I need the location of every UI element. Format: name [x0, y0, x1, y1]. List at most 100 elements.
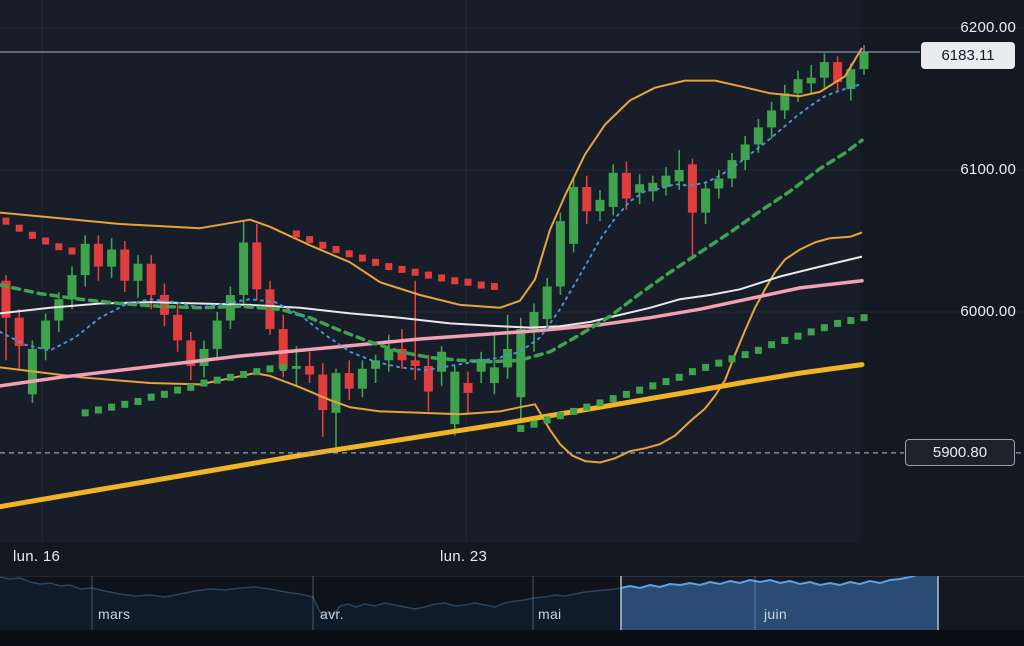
- candle-up[interactable]: [54, 299, 64, 321]
- candle-down[interactable]: [397, 348, 407, 361]
- candle-up[interactable]: [291, 365, 301, 369]
- candle-up[interactable]: [648, 182, 658, 192]
- candle-down[interactable]: [344, 373, 354, 389]
- sar-dot-bullish: [609, 395, 617, 403]
- sar-dot-bullish: [570, 407, 578, 415]
- sar-dot-bullish: [702, 363, 710, 371]
- candle-up[interactable]: [569, 187, 579, 244]
- candle-up[interactable]: [331, 373, 341, 413]
- candle-up[interactable]: [859, 52, 869, 70]
- candle-down[interactable]: [146, 263, 156, 295]
- candle-down[interactable]: [687, 164, 697, 213]
- sar-dot-bullish: [147, 393, 155, 401]
- candle-up[interactable]: [780, 93, 790, 111]
- candle-down[interactable]: [305, 365, 315, 375]
- candle-down[interactable]: [14, 317, 24, 347]
- candle-up[interactable]: [107, 249, 117, 267]
- candle-up[interactable]: [67, 275, 77, 300]
- alert-price-label: 5900.80: [905, 439, 1015, 466]
- sar-dot-bullish: [213, 376, 221, 384]
- sar-dot-bullish: [108, 403, 116, 411]
- candle-up[interactable]: [384, 348, 394, 361]
- candle-down[interactable]: [621, 172, 631, 199]
- candle-up[interactable]: [529, 312, 539, 330]
- candle-up[interactable]: [753, 127, 763, 145]
- time-tick-label: lun. 23: [440, 548, 488, 565]
- candle-up[interactable]: [793, 79, 803, 94]
- candle-up[interactable]: [225, 294, 235, 321]
- sar-dot-bearish: [306, 236, 314, 244]
- sar-dot-bearish: [55, 243, 63, 251]
- candle-down[interactable]: [423, 365, 433, 392]
- sar-dot-bearish: [319, 241, 327, 249]
- sma-200-gold-line: [0, 362, 865, 510]
- sar-dot-bullish: [675, 373, 683, 381]
- sar-dot-bullish: [794, 332, 802, 340]
- sar-dot-bullish: [200, 379, 208, 387]
- candle-down[interactable]: [173, 314, 183, 341]
- candle-up[interactable]: [212, 320, 222, 349]
- candle-up[interactable]: [503, 348, 513, 368]
- candle-up[interactable]: [489, 367, 499, 384]
- candle-up[interactable]: [661, 175, 671, 188]
- candle-up[interactable]: [450, 371, 460, 425]
- sar-dot-bearish: [358, 254, 366, 262]
- sar-dot-bearish: [464, 278, 472, 286]
- sar-dot-bearish: [477, 281, 485, 289]
- sar-dot-bullish: [688, 368, 696, 376]
- candle-up[interactable]: [635, 184, 645, 193]
- sar-dot-bullish: [94, 406, 102, 414]
- navigator[interactable]: [0, 576, 1024, 630]
- candle-down[interactable]: [159, 294, 169, 315]
- candle-down[interactable]: [318, 374, 328, 410]
- candle-down[interactable]: [278, 329, 288, 369]
- sar-dot-bullish: [81, 409, 89, 417]
- navigator-month-label: juin: [764, 606, 787, 622]
- candle-up[interactable]: [727, 160, 737, 179]
- candle-up[interactable]: [437, 351, 447, 372]
- candle-down[interactable]: [252, 242, 262, 290]
- candle-up[interactable]: [819, 62, 829, 78]
- candle-up[interactable]: [476, 358, 486, 372]
- candle-up[interactable]: [357, 368, 367, 389]
- candle-up[interactable]: [555, 221, 565, 287]
- sar-dot-bullish: [860, 314, 868, 322]
- candle-up[interactable]: [542, 286, 552, 320]
- price-chart-pane[interactable]: [0, 0, 1024, 543]
- candle-up[interactable]: [133, 263, 143, 281]
- candle-up[interactable]: [371, 360, 381, 369]
- candle-up[interactable]: [41, 320, 51, 349]
- sar-dot-bullish: [847, 317, 855, 325]
- candle-up[interactable]: [701, 188, 711, 213]
- candle-up[interactable]: [239, 242, 249, 295]
- sar-dot-bullish: [583, 403, 591, 411]
- candle-down[interactable]: [186, 340, 196, 366]
- navigator-selected-window[interactable]: [0, 576, 938, 630]
- candle-up[interactable]: [674, 170, 684, 182]
- sar-dot-bullish: [530, 420, 538, 428]
- sar-dot-bearish: [28, 231, 36, 239]
- candle-up[interactable]: [846, 69, 856, 90]
- price-tick-label: 6200.00: [960, 19, 1016, 37]
- candle-down[interactable]: [582, 187, 592, 212]
- candle-up[interactable]: [714, 178, 724, 189]
- candle-down[interactable]: [93, 243, 103, 267]
- candle-down[interactable]: [463, 383, 473, 393]
- sar-dot-bullish: [741, 351, 749, 359]
- candle-up[interactable]: [608, 172, 618, 207]
- candle-up[interactable]: [516, 329, 526, 398]
- candle-down[interactable]: [120, 249, 130, 281]
- candle-down[interactable]: [833, 62, 843, 82]
- candle-up[interactable]: [80, 243, 90, 276]
- sar-dot-bullish: [834, 319, 842, 327]
- candle-up[interactable]: [740, 144, 750, 161]
- candle-up[interactable]: [767, 110, 777, 128]
- candle-up[interactable]: [595, 199, 605, 212]
- candle-up[interactable]: [806, 77, 816, 84]
- candle-up[interactable]: [199, 348, 209, 366]
- time-tick-label: lun. 16: [13, 548, 61, 565]
- candle-down[interactable]: [410, 360, 420, 366]
- navigator-month-label: mars: [98, 606, 131, 622]
- candle-down[interactable]: [1, 280, 11, 318]
